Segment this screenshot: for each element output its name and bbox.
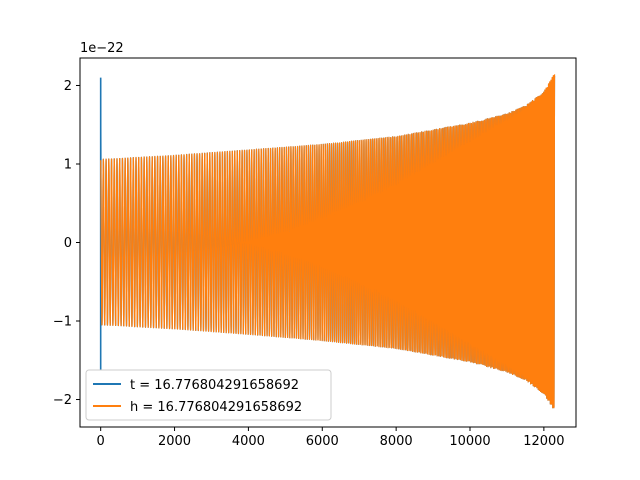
legend-label-t: t = 16.776804291658692	[130, 378, 299, 393]
legend-label-h: h = 16.776804291658692	[130, 400, 302, 415]
x-axis: 0 2000 4000 6000 8000 10000 12000	[97, 427, 565, 449]
y-tick-label: 2	[64, 79, 72, 94]
x-tick-label: 2000	[158, 434, 191, 449]
series-line-h	[100, 74, 556, 409]
x-tick-label: 0	[97, 434, 105, 449]
x-tick-label: 4000	[232, 434, 265, 449]
y-tick-label: −2	[53, 393, 72, 408]
x-tick-label: 12000	[523, 434, 564, 449]
series-layer	[99, 74, 556, 409]
y-tick-label: 1	[64, 157, 72, 172]
y-tick-label: −1	[53, 315, 72, 330]
legend: t = 16.776804291658692 h = 16.7768042916…	[85, 369, 332, 421]
y-offset-label: 1e−22	[80, 41, 124, 56]
x-tick-label: 8000	[380, 434, 413, 449]
x-tick-label: 6000	[306, 434, 339, 449]
legend-box	[85, 369, 332, 421]
x-tick-label: 10000	[449, 434, 490, 449]
y-axis: 2 1 0 −1 −2	[53, 79, 80, 408]
y-tick-label: 0	[64, 236, 72, 251]
